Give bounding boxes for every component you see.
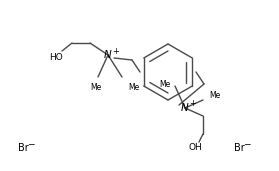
Text: +: +: [112, 47, 119, 56]
Text: Me: Me: [90, 83, 102, 92]
Text: Me: Me: [160, 80, 171, 89]
Text: N: N: [104, 50, 112, 60]
Text: Br: Br: [234, 143, 245, 153]
Text: OH: OH: [188, 143, 202, 153]
Text: N: N: [181, 103, 189, 113]
Text: Me: Me: [128, 83, 139, 92]
Text: −: −: [243, 140, 251, 148]
Text: Me: Me: [209, 91, 220, 101]
Text: HO: HO: [49, 52, 63, 62]
Text: −: −: [27, 140, 35, 148]
Text: +: +: [189, 100, 196, 109]
Text: Br: Br: [18, 143, 29, 153]
